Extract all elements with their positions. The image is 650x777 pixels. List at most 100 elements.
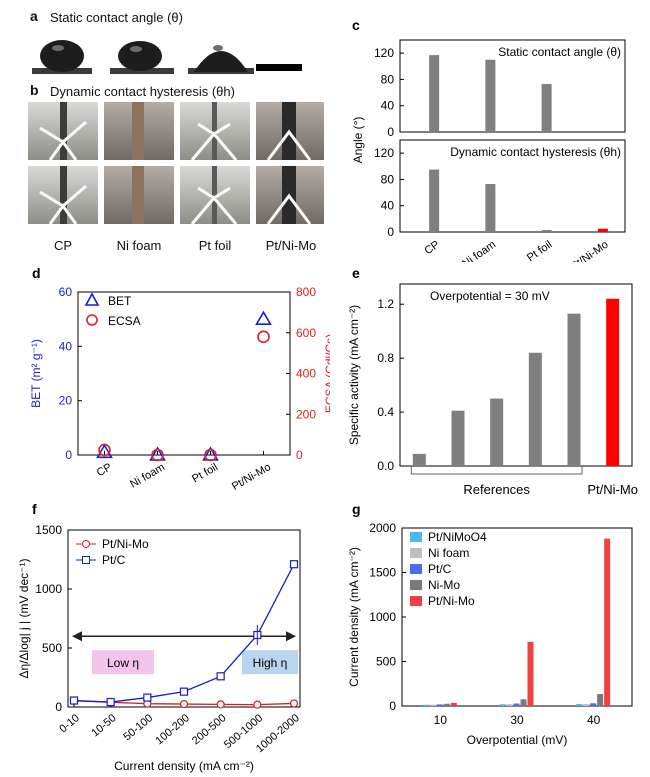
ptc-point <box>143 693 152 702</box>
legend-label: BET <box>108 294 132 308</box>
legend-label: ECSA <box>108 314 141 328</box>
ptnimo-point <box>216 700 225 709</box>
subplot-title: Static contact angle (θ) <box>498 45 621 59</box>
chart-g: g 0 500 1000 1500 2000 Current density (mA cm⁻… <box>347 501 633 747</box>
bar <box>590 703 597 706</box>
subplot-frame <box>399 139 626 233</box>
legend-label: Ni-Mo <box>428 578 460 592</box>
g-y-tick-label: 1500 <box>369 566 396 580</box>
hysteresis-images <box>28 102 324 225</box>
e-y-axis-label: Specific activity (mA cm⁻²) <box>347 305 361 445</box>
plot-frame <box>399 283 633 467</box>
c-y-tick-label: 0 <box>387 125 394 139</box>
highlight-label: Pt/Ni-Mo <box>587 482 638 497</box>
legend-label: Ni foam <box>428 546 469 560</box>
subplot-title: Dynamic contact hysteresis (θh) <box>450 145 621 159</box>
d-left-axis-label: BET (m² g⁻¹) <box>29 339 43 408</box>
legend-swatch <box>410 596 422 606</box>
high-eta-box <box>242 650 298 675</box>
legend-swatch <box>410 580 422 590</box>
chart-f: f 0 500 1000 1500 Δη/Δlog| j | (mV dec⁻¹) 0-10… <box>17 501 302 773</box>
ecsa-point <box>204 448 217 462</box>
c-y-tick-label: 40 <box>381 99 395 113</box>
references-bracket <box>410 466 583 475</box>
legend-label: Pt/Ni-Mo <box>102 537 149 551</box>
d-yr-tick-label: 800 <box>296 285 316 299</box>
sample-label-pt-ni-mo: Pt/Ni-Mo <box>265 238 317 253</box>
c-y-tick-label: 80 <box>381 72 395 86</box>
bar <box>429 169 440 232</box>
bar <box>541 230 552 232</box>
g-x-tick-label: 40 <box>587 713 601 727</box>
bar <box>451 410 465 466</box>
g-x-tick-label: 10 <box>434 713 448 727</box>
ecsa-point <box>151 448 164 462</box>
ptc-point <box>216 672 225 681</box>
chart-e: e 0.0 0.4 0.8 1.2 Specific activity (mA cm⁻²)… <box>347 265 638 497</box>
legend-swatch <box>410 532 422 542</box>
sample-label-cp: CP <box>53 238 73 253</box>
arrow-head-right <box>286 631 296 642</box>
d-yl-tick-label: 60 <box>59 285 73 299</box>
ptc-point <box>69 696 79 705</box>
bar <box>528 352 542 466</box>
hysteresis-pt-foil <box>180 102 250 225</box>
legend-label: Pt/C <box>102 553 126 567</box>
panel-g-letter: g <box>352 501 361 517</box>
panel-f-letter: f <box>32 501 37 517</box>
low-eta-box <box>92 650 154 675</box>
bar <box>597 693 604 706</box>
g-y-tick-label: 0 <box>389 699 396 713</box>
d-yr-tick-label: 400 <box>296 367 316 381</box>
bar <box>597 228 608 232</box>
bar <box>429 55 440 132</box>
bar <box>422 704 429 706</box>
panel-e-letter: e <box>352 265 360 281</box>
c-y-tick-label: 0 <box>387 225 394 239</box>
panel-b-title: Dynamic contact hysteresis (θh) <box>50 84 235 99</box>
panel-d-letter: d <box>32 265 41 281</box>
bet-point <box>96 443 113 459</box>
d-yr-tick-label: 200 <box>296 407 316 421</box>
bar <box>541 84 552 132</box>
c-y-tick-label: 80 <box>381 172 395 186</box>
d-x-tick-label: CP <box>95 461 114 479</box>
legend-swatch <box>410 564 422 574</box>
f-x-tick-label: 100-200 <box>153 712 192 747</box>
c-x-tick-label: CP <box>422 239 441 258</box>
g-y-axis-label: Current density (mA cm⁻²) <box>347 547 361 687</box>
bar <box>443 703 450 706</box>
g-y-tick-label: 500 <box>376 655 396 669</box>
f-x-tick-label: 10-50 <box>89 712 118 739</box>
e-y-tick-label: 0.8 <box>377 351 394 365</box>
panel-b-letter: b <box>30 82 39 98</box>
scale-bar <box>256 64 302 71</box>
c-y-axis-label: Angle (°) <box>351 117 365 164</box>
bar <box>583 704 590 706</box>
ptnimo-point <box>289 699 299 708</box>
g-y-tick-label: 1000 <box>369 610 396 624</box>
e-y-tick-label: 1.2 <box>377 297 394 311</box>
d-yr-tick-label: 600 <box>296 326 316 340</box>
bar <box>576 704 583 706</box>
bar <box>499 704 506 706</box>
references-label: References <box>463 482 530 497</box>
ecsa-point <box>257 330 270 344</box>
g-x-axis-label: Overpotential (mV) <box>467 733 568 747</box>
bar <box>506 704 513 706</box>
bar <box>429 704 436 706</box>
hysteresis-ni-foam <box>104 102 174 224</box>
d-yl-tick-label: 20 <box>59 394 73 408</box>
legend-marker <box>86 314 98 326</box>
f-y-tick-label: 0 <box>55 700 62 714</box>
d-yr-tick-label: 0 <box>296 448 303 462</box>
ptc-point <box>106 697 115 707</box>
d-yl-tick-label: 0 <box>65 448 72 462</box>
bar <box>436 704 443 706</box>
ecsa-point <box>98 443 111 457</box>
e-annotation: Overpotential = 30 mV <box>430 289 550 303</box>
sample-label-ni-foam: Ni foam <box>116 238 162 253</box>
c-y-tick-label: 120 <box>374 46 394 60</box>
g-x-tick-label: 30 <box>510 713 524 727</box>
